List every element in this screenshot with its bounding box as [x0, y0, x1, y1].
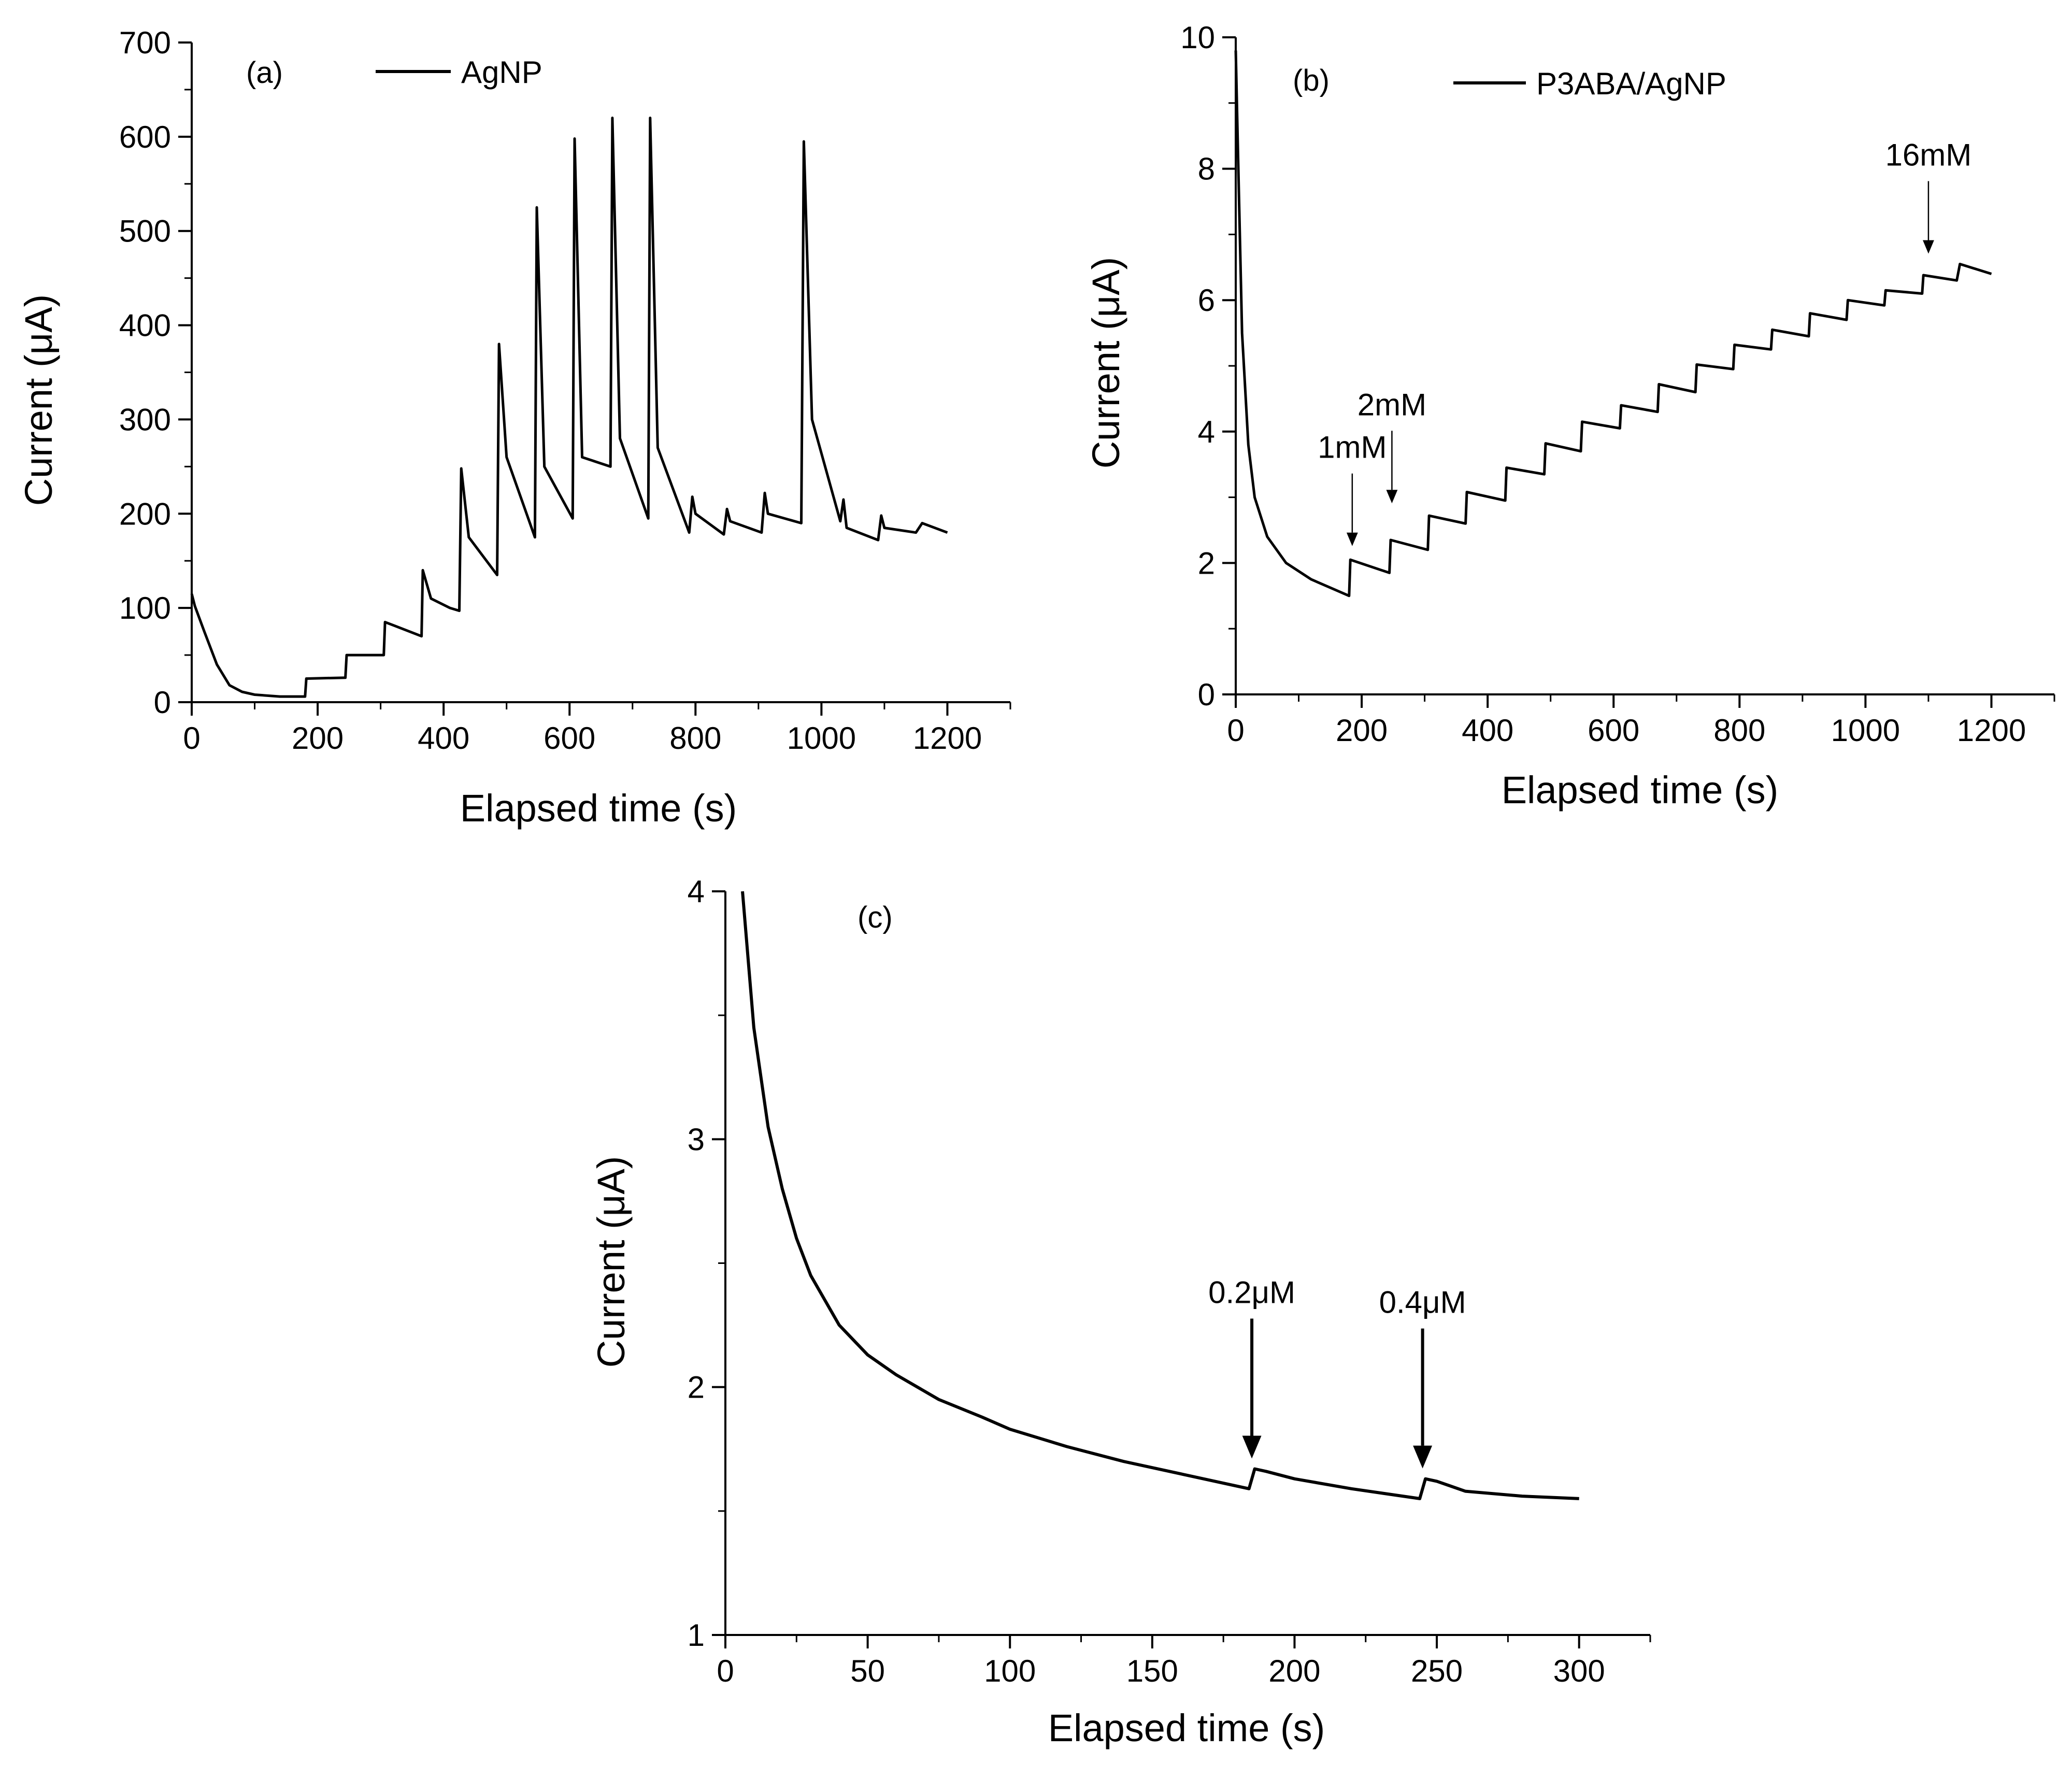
x-tick-label-c: 50	[850, 1654, 885, 1688]
x-axis-title-b: Elapsed time (s)	[1502, 769, 1779, 812]
y-ticks-b: 0 2 4 6 8 10	[1180, 20, 1236, 712]
y-tick-label-b: 0	[1198, 677, 1215, 712]
y-tick-label-b: 6	[1198, 283, 1215, 318]
series-line-c-0	[741, 891, 1579, 1500]
chart-panel-a: 0 200 400 600 800 1000 1200 0 100 200 300 400 500 60…	[17, 25, 1011, 830]
y-tick-label-c: 3	[688, 1122, 705, 1157]
annotation-arrow-head-c	[1242, 1435, 1262, 1459]
annotation-label-b: 2mM	[1357, 387, 1426, 422]
plot-area-a	[190, 117, 948, 698]
x-tick-label-b: 0	[1227, 713, 1244, 748]
legend-b: P3ABA/AgNP	[1453, 66, 1726, 101]
annotation-label-b: 1mM	[1318, 430, 1387, 465]
series-line-a-0	[190, 117, 948, 698]
x-tick-label-b: 600	[1588, 713, 1639, 748]
panel-label-c: (c)	[858, 901, 893, 934]
annotations-c: 0.2μM 0.4μM	[1208, 1275, 1466, 1469]
y-tick-label-a: 200	[119, 496, 171, 531]
x-tick-label-c: 150	[1126, 1654, 1178, 1688]
x-tick-label-c: 100	[984, 1654, 1036, 1688]
y-ticks-c: 1 2 3 4	[688, 874, 725, 1653]
y-tick-label-b: 8	[1198, 152, 1215, 187]
chart-panel-b: 0 200 400 600 800 1000 1200 0 2 4 6 8 10 1mM 2mM 16mM…	[1084, 20, 2055, 812]
annotation-arrow-head-b	[1386, 490, 1398, 504]
x-ticks-b: 0 200 400 600 800 1000 1200	[1227, 694, 2055, 748]
y-tick-label-a: 100	[119, 591, 171, 625]
annotation-label-c: 0.4μM	[1379, 1285, 1466, 1320]
x-ticks-a: 0 200 400 600 800 1000 1200	[183, 702, 1011, 756]
x-tick-label-b: 400	[1462, 713, 1513, 748]
annotation-label-c: 0.2μM	[1208, 1275, 1295, 1310]
series-line-b-0	[1234, 50, 1992, 598]
x-tick-label-a: 800	[669, 721, 721, 756]
panel-label-a: (a)	[246, 56, 283, 90]
legend-a: AgNP	[376, 55, 542, 90]
plot-area-b	[1234, 50, 1992, 598]
x-tick-label-b: 1200	[1957, 713, 2026, 748]
x-tick-label-c: 250	[1411, 1654, 1463, 1688]
y-tick-label-a: 700	[119, 25, 171, 60]
y-tick-label-b: 4	[1198, 415, 1215, 449]
y-axis-title-a: Current (μA)	[17, 294, 60, 506]
y-tick-label-c: 2	[688, 1370, 705, 1405]
y-tick-label-c: 1	[688, 1618, 705, 1653]
x-tick-label-c: 200	[1268, 1654, 1320, 1688]
x-tick-label-c: 0	[717, 1654, 734, 1688]
legend-label-a: AgNP	[461, 55, 542, 90]
y-tick-label-a: 0	[154, 685, 171, 720]
y-tick-label-b: 2	[1198, 546, 1215, 580]
plot-area-c	[741, 891, 1579, 1500]
y-tick-label-b: 10	[1180, 20, 1215, 55]
legend-label-b: P3ABA/AgNP	[1536, 66, 1726, 101]
x-tick-label-b: 1000	[1831, 713, 1900, 748]
panel-label-b: (b)	[1293, 64, 1330, 97]
x-tick-label-a: 400	[418, 721, 469, 756]
annotations-b: 1mM 2mM 16mM	[1318, 137, 1971, 546]
y-ticks-a: 0 100 200 300 400 500 600 700	[119, 25, 192, 720]
x-tick-label-c: 300	[1553, 1654, 1605, 1688]
x-tick-label-a: 1200	[913, 721, 982, 756]
y-tick-label-a: 600	[119, 120, 171, 154]
x-axis-title-a: Elapsed time (s)	[460, 787, 737, 830]
y-tick-label-a: 300	[119, 402, 171, 437]
x-tick-label-a: 0	[183, 721, 200, 756]
y-axis-title-b: Current (μA)	[1084, 257, 1127, 469]
y-tick-label-c: 4	[688, 874, 705, 909]
y-tick-label-a: 500	[119, 214, 171, 249]
y-tick-label-a: 400	[119, 308, 171, 343]
y-axis-title-c: Current (μA)	[590, 1156, 633, 1368]
x-axis-title-c: Elapsed time (s)	[1048, 1706, 1325, 1749]
x-tick-label-b: 800	[1713, 713, 1765, 748]
annotation-label-b: 16mM	[1885, 137, 1972, 172]
x-tick-label-a: 600	[544, 721, 595, 756]
x-ticks-c: 0 50 100 150 200 250 300	[717, 1635, 1651, 1688]
x-tick-label-a: 1000	[787, 721, 856, 756]
annotation-arrow-head-b	[1346, 532, 1358, 546]
annotation-arrow-head-b	[1923, 240, 1934, 254]
x-tick-label-b: 200	[1336, 713, 1388, 748]
annotation-arrow-head-c	[1413, 1445, 1433, 1469]
chart-panel-c: 0 50 100 150 200 250 300 1 2 3 4 0.2μM 0.4μM (c) E…	[590, 874, 1651, 1749]
x-tick-label-a: 200	[292, 721, 344, 756]
